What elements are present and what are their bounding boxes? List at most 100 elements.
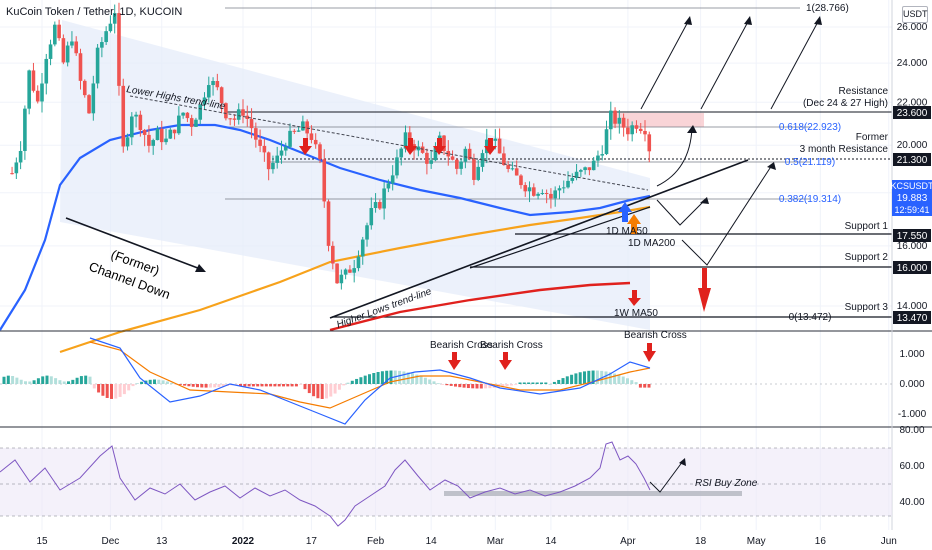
candle-body	[241, 109, 245, 116]
macd-hist-bar	[638, 384, 642, 388]
lower-highs-trendline	[129, 95, 649, 191]
price-tick-label: 22.000	[897, 97, 928, 108]
candle-body	[31, 70, 36, 91]
candle-body	[587, 167, 592, 171]
candle-body	[583, 167, 587, 171]
candle-body	[604, 129, 609, 155]
candle-body	[249, 119, 254, 129]
candle-body	[544, 193, 549, 195]
macd-hist-bar	[299, 384, 303, 385]
support2-label: Support 2	[845, 252, 889, 263]
macd-hist-bar	[423, 377, 427, 384]
ma50-1d-line	[0, 123, 651, 331]
macd-hist-bar	[350, 380, 354, 384]
candle-body	[224, 103, 228, 119]
candle-body	[561, 187, 566, 189]
candle-body	[313, 139, 318, 145]
candle-body	[40, 83, 44, 102]
macd-hist-bar	[247, 384, 251, 387]
macd-hist-bar	[191, 384, 195, 387]
candle-body	[23, 108, 27, 151]
macd-hist-bar	[428, 379, 432, 384]
price-tick-label: 14.000	[897, 301, 928, 312]
candle-body	[236, 109, 241, 120]
candle-body	[100, 42, 104, 48]
tag-symbol: KCSUSDT	[890, 181, 932, 191]
macd-hist-bar	[221, 384, 225, 387]
candle-body	[134, 114, 138, 117]
channel-arrow-head	[195, 264, 206, 272]
ma200-1d-line	[59, 205, 651, 354]
time-tick-label: 2022	[232, 536, 255, 547]
candle-body	[643, 130, 647, 135]
macd-tick-label: 1.000	[899, 349, 924, 360]
macd-hist-bar	[41, 376, 45, 384]
macd-hist-bar	[243, 384, 247, 387]
macd-hist-bar	[196, 384, 199, 388]
macd-hist-bar	[204, 384, 208, 388]
candle-body	[53, 24, 57, 45]
candle-body	[634, 125, 639, 129]
candle-body	[57, 24, 61, 39]
macd-hist-bar	[131, 384, 135, 387]
macd-hist-bar	[583, 371, 586, 384]
macd-hist-bar	[626, 378, 629, 384]
ma50-1w-line	[329, 281, 631, 332]
macd-hist-bar	[11, 376, 15, 384]
macd-hist-bar	[595, 370, 599, 384]
macd-hist-bar	[380, 371, 384, 384]
time-tick-label: Feb	[367, 536, 385, 547]
rsi-axis[interactable]: 80.00 60.00 40.00	[899, 425, 924, 508]
macd-hist-bar	[630, 380, 634, 384]
time-tick-label: 14	[426, 536, 438, 547]
candle-body	[108, 23, 113, 32]
macd-hist-bar	[273, 384, 277, 387]
macd-hist-bar	[79, 376, 83, 384]
resistance-label-line1: Resistance	[839, 86, 889, 97]
time-axis[interactable]: 15 Dec 13 2022 17 Feb 14 Mar 14 Apr 18 May 16 Jun	[36, 536, 896, 547]
candle-body	[630, 125, 634, 135]
macd-hist-bar	[148, 379, 152, 384]
macd-hist-bar	[329, 384, 333, 397]
macd-hist-bar	[604, 371, 608, 384]
fib-0382-label: 0.382(19.314)	[779, 194, 841, 205]
candle-body	[506, 165, 510, 169]
candle-body	[202, 97, 207, 105]
candle-body	[74, 41, 79, 54]
currency-badge[interactable]: USDT	[902, 6, 928, 23]
macd-axis[interactable]: 1.000 0.000 -1.000	[898, 349, 927, 420]
macd-hist-bar	[363, 375, 367, 384]
macd-hist-bar	[183, 384, 187, 386]
candle-body	[373, 202, 378, 209]
macd-hist-bar	[325, 384, 328, 399]
candle-body	[378, 202, 382, 209]
macd-hist-bar	[153, 379, 156, 384]
rsi-buy-zone-label: RSI Buy Zone	[695, 478, 758, 489]
candle-body	[399, 148, 404, 158]
candle-body	[352, 268, 356, 273]
price-tags: 23.600 21.300 KCSUSDT 19.883 12:59:41 17…	[890, 106, 932, 324]
candle-body	[104, 31, 108, 43]
candle-body	[519, 175, 523, 186]
candle-body	[44, 58, 49, 84]
macd-hist-bar	[54, 378, 58, 384]
candle-body	[647, 134, 652, 152]
macd-hist-bar	[643, 384, 647, 388]
macd-hist-bar	[170, 382, 174, 384]
candle-body	[95, 47, 100, 84]
time-tick-label: Jun	[881, 536, 897, 547]
rsi-projection-path	[649, 460, 684, 493]
macd-hist-bar	[415, 374, 419, 384]
candle-body	[296, 130, 301, 132]
candle-body	[369, 208, 374, 226]
candle-body	[608, 110, 613, 130]
macd-hist-bar	[303, 384, 307, 390]
candle-body	[591, 160, 596, 171]
candle-body	[467, 148, 472, 160]
macd-hist-bar	[286, 384, 290, 387]
tag-last-price: 19.883	[897, 193, 928, 204]
macd-hist-bar	[110, 384, 113, 399]
candle-body	[194, 119, 198, 127]
candle-body	[416, 146, 421, 151]
